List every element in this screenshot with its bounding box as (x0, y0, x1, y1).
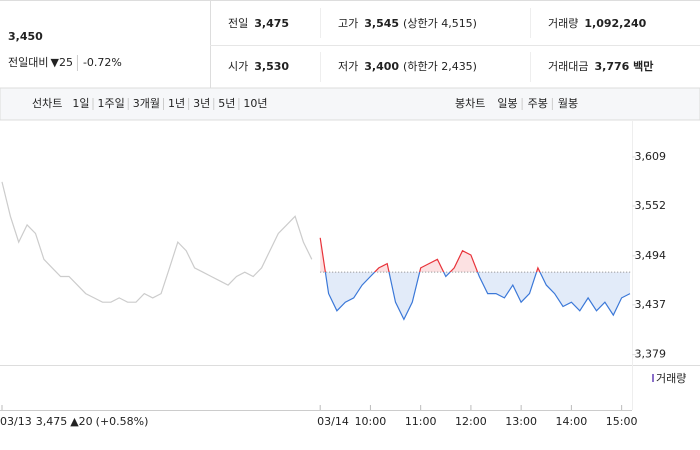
change-label: 전일대비 (8, 55, 48, 69)
stat-value: 3,530 (254, 60, 289, 73)
footer-change: ▲20 (70, 415, 92, 428)
x-tick-label: 10:00 (355, 415, 387, 428)
footer-rate: (+0.58%) (96, 415, 149, 428)
stat-value: 1,092,240 (584, 17, 646, 30)
stat-value: 3,776 백만 (594, 59, 653, 73)
x-tick-label: 03/13 (0, 415, 32, 428)
stat-note: (상한가 4,515) (403, 17, 477, 30)
candle-tab[interactable]: 일봉 (497, 96, 517, 110)
footer-price: 3,475 (36, 415, 68, 428)
x-tick-label: 12:00 (455, 415, 487, 428)
stat-value: 3,545 (364, 17, 399, 30)
stat-value: 3,400 (364, 60, 399, 73)
period-tab[interactable]: 5년 (218, 97, 235, 110)
price-line (1, 181, 313, 303)
period-tab[interactable]: 3년 (193, 97, 210, 110)
x-tick-label: 15:00 (606, 415, 638, 428)
stat-label: 고가 (338, 17, 358, 30)
period-tab[interactable]: 3개월 (133, 97, 160, 110)
area-down (320, 272, 630, 320)
y-tick-label: 3,379 (635, 348, 667, 361)
tab-bar (0, 87, 700, 121)
x-tick-label: 11:00 (405, 415, 437, 428)
stat-label: 저가 (338, 60, 358, 73)
stat-label: 전일 (228, 16, 248, 30)
y-tick-label: 3,552 (635, 199, 667, 212)
period-tab[interactable]: 10년 (243, 97, 267, 110)
tab-label: 선차트 (32, 97, 62, 110)
candle-tab[interactable]: 주봉 (528, 97, 548, 110)
y-tick-label: 3,609 (635, 150, 667, 163)
period-tab[interactable]: 1년 (168, 97, 185, 110)
period-tab[interactable]: 1주일 (98, 96, 125, 110)
period-tab[interactable]: 1일 (72, 96, 89, 110)
price-line-down (324, 272, 631, 321)
y-tick-label: 3,437 (635, 298, 667, 311)
price-line-up (319, 237, 541, 273)
stat-value: 3,475 (254, 17, 289, 30)
stat-label: 거래대금 (548, 60, 588, 73)
stat-label: 거래량 (548, 17, 578, 30)
current-price: 3,450 (8, 30, 43, 43)
candle-tab[interactable]: 월봉 (558, 97, 578, 110)
change-rate: -0.72% (83, 56, 122, 69)
y-tick-label: 3,494 (635, 249, 667, 262)
change: ▼25 (50, 56, 72, 69)
x-tick-label: 13:00 (505, 415, 537, 428)
tab-label: 봉차트 (455, 97, 485, 110)
volume-label: 거래량 (656, 372, 686, 385)
x-tick-label: 14:00 (556, 415, 588, 428)
stat-label: 시가 (228, 60, 248, 73)
area-up (320, 237, 540, 273)
x-tick-label: 03/14 (317, 415, 349, 428)
legend-swatch (652, 374, 654, 382)
stat-note: (하한가 2,435) (403, 59, 477, 73)
